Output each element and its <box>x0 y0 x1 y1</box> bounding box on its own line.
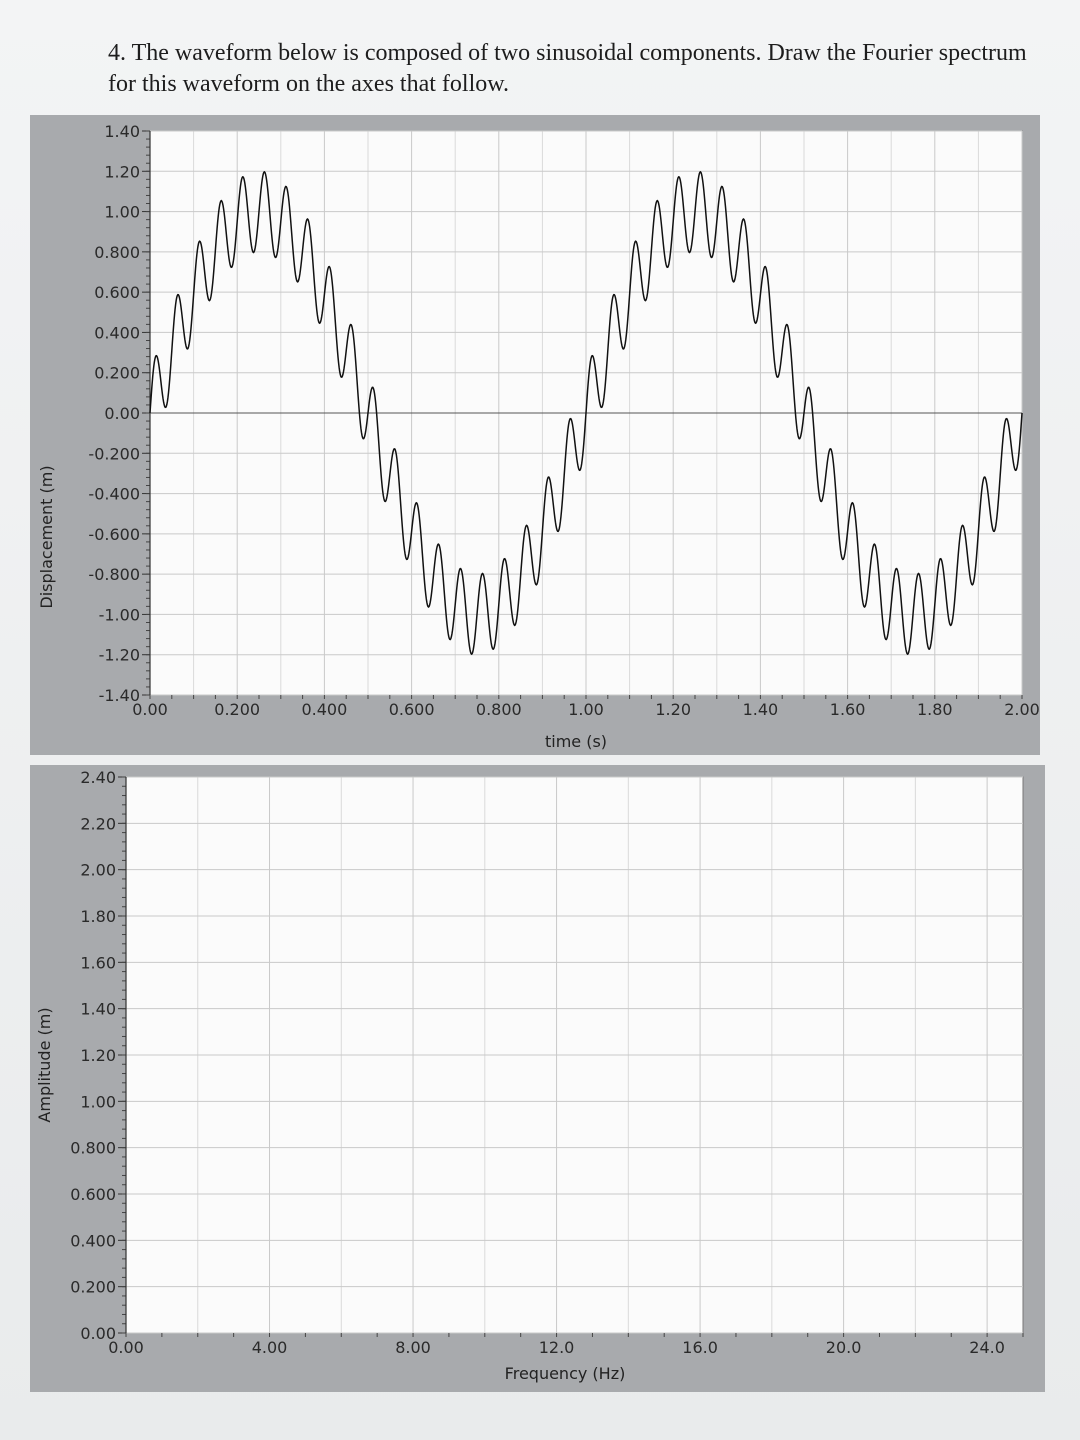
top-y-tick-label: -0.200 <box>88 444 140 463</box>
bot-x-tick-label: 20.0 <box>826 1338 862 1357</box>
top-y-tick-label: 0.800 <box>94 243 140 262</box>
spectrum-y-tick-labels: 2.40 2.20 2.00 1.80 1.60 1.40 1.20 1.00 0.800 0.6… <box>70 768 116 1343</box>
bot-y-tick-label: 1.20 <box>80 1046 116 1065</box>
bot-y-tick-label: 2.40 <box>80 768 116 787</box>
top-x-tick-label: 0.800 <box>476 700 522 719</box>
bot-x-tick-label: 16.0 <box>682 1338 718 1357</box>
waveform-chart-panel: 1.40 1.20 1.00 0.800 0.600 0.400 0.200 0.00 -0.2… <box>30 115 1040 755</box>
spectrum-chart-panel: 2.40 2.20 2.00 1.80 1.60 1.40 1.20 1.00 0.800 0.6… <box>30 765 1045 1392</box>
bot-y-tick-label: 1.60 <box>80 953 116 972</box>
top-x-tick-label: 1.20 <box>655 700 691 719</box>
waveform-x-axis-title: time (s) <box>545 732 607 751</box>
waveform-y-tick-labels: 1.40 1.20 1.00 0.800 0.600 0.400 0.200 0.00 -0.2… <box>88 122 140 705</box>
spectrum-x-tick-labels: 0.00 4.00 8.00 12.0 16.0 20.0 24.0 <box>108 1338 1005 1357</box>
top-x-tick-label: 1.60 <box>830 700 866 719</box>
top-y-tick-label: -1.40 <box>99 686 140 705</box>
bot-y-tick-label: 0.200 <box>70 1278 116 1297</box>
top-y-tick-label: 1.20 <box>104 162 140 181</box>
bot-y-tick-label: 0.00 <box>80 1324 116 1343</box>
top-x-tick-label: 1.00 <box>568 700 604 719</box>
bot-y-tick-label: 1.00 <box>80 1092 116 1111</box>
top-x-tick-label: 2.00 <box>1004 700 1040 719</box>
waveform-y-axis-title: Displacement (m) <box>37 465 56 608</box>
bot-x-tick-label: 0.00 <box>108 1338 144 1357</box>
bot-y-tick-label: 2.20 <box>80 814 116 833</box>
waveform-x-tick-labels: 0.00 0.200 0.400 0.600 0.800 1.00 1.20 1.40 1.60… <box>132 700 1040 719</box>
bot-x-tick-label: 4.00 <box>252 1338 288 1357</box>
spectrum-y-axis-title: Amplitude (m) <box>35 1007 54 1122</box>
spectrum-grid <box>125 776 1024 1334</box>
top-y-tick-label: 0.400 <box>94 323 140 342</box>
waveform-chart: 1.40 1.20 1.00 0.800 0.600 0.400 0.200 0.00 -0.2… <box>37 122 1040 751</box>
top-x-tick-label: 1.40 <box>743 700 779 719</box>
top-y-tick-label: 0.600 <box>94 283 140 302</box>
top-y-tick-label: 1.00 <box>104 203 140 222</box>
top-y-tick-label: -1.00 <box>99 605 140 624</box>
bot-x-tick-label: 8.00 <box>395 1338 431 1357</box>
top-y-tick-label: -0.800 <box>88 565 140 584</box>
bot-y-tick-label: 2.00 <box>80 861 116 880</box>
bot-y-tick-label: 1.40 <box>80 1000 116 1019</box>
top-x-tick-label: 0.400 <box>301 700 347 719</box>
top-y-tick-label: -0.600 <box>88 525 140 544</box>
top-x-tick-label: 0.600 <box>389 700 435 719</box>
question-text: 4. The waveform below is composed of two… <box>108 40 1027 97</box>
bot-x-tick-label: 12.0 <box>539 1338 575 1357</box>
top-y-tick-label: 1.40 <box>104 122 140 141</box>
top-x-tick-label: 0.00 <box>132 700 168 719</box>
spectrum-ticks <box>118 776 1024 1337</box>
bot-x-tick-label: 24.0 <box>969 1338 1005 1357</box>
spectrum-x-axis-title: Frequency (Hz) <box>505 1364 626 1383</box>
bot-y-tick-label: 0.400 <box>70 1231 116 1250</box>
bot-y-tick-label: 0.800 <box>70 1139 116 1158</box>
top-y-tick-label: -0.400 <box>88 485 140 504</box>
top-x-tick-label: 1.80 <box>917 700 953 719</box>
top-y-tick-label: 0.200 <box>94 364 140 383</box>
waveform-line <box>149 170 1023 656</box>
bot-y-tick-label: 0.600 <box>70 1185 116 1204</box>
bot-y-tick-label: 1.80 <box>80 907 116 926</box>
top-y-tick-label: -1.20 <box>99 646 140 665</box>
top-y-tick-label: 0.00 <box>104 404 140 423</box>
top-x-tick-label: 0.200 <box>214 700 260 719</box>
spectrum-chart: 2.40 2.20 2.00 1.80 1.60 1.40 1.20 1.00 0.800 0.6… <box>35 768 1024 1383</box>
